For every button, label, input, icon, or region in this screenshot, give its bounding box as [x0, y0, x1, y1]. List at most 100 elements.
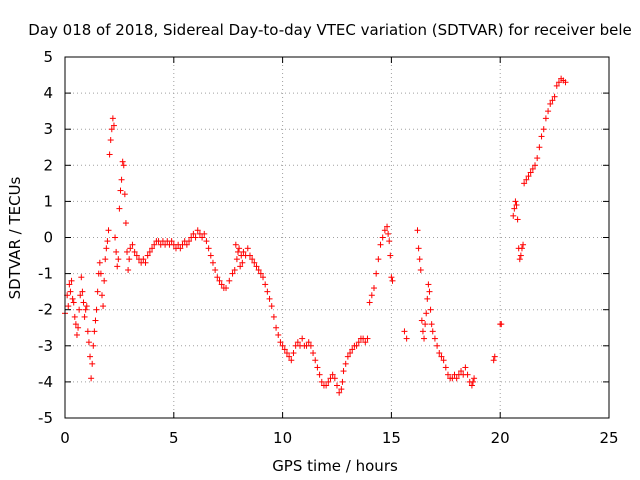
data-point [121, 191, 128, 198]
data-point [310, 350, 317, 357]
data-point [93, 306, 100, 313]
y-tick-label: -1 [38, 265, 53, 283]
data-point [110, 122, 117, 129]
data-point [218, 281, 225, 288]
data-point [418, 317, 425, 324]
y-tick-label: -4 [38, 373, 53, 391]
data-point [205, 245, 212, 252]
y-tick-label: 1 [43, 192, 53, 210]
data-point [353, 342, 360, 349]
data-point [260, 274, 267, 281]
data-point [70, 299, 77, 306]
x-tick-label: 15 [382, 429, 401, 447]
data-point [249, 256, 256, 263]
data-point [207, 252, 214, 259]
data-point [370, 285, 377, 292]
data-point [108, 126, 115, 133]
data-point [199, 234, 206, 241]
x-tick-label: 10 [273, 429, 292, 447]
data-point [257, 270, 264, 277]
data-point [103, 245, 110, 252]
data-point [73, 331, 80, 338]
data-point [223, 285, 230, 292]
data-point [491, 353, 498, 360]
data-point [342, 360, 349, 367]
data-point [266, 295, 273, 302]
data-point [527, 169, 534, 176]
data-point [97, 270, 104, 277]
data-point [226, 277, 233, 284]
data-point [388, 274, 395, 281]
x-tick-label: 20 [491, 429, 510, 447]
data-point [307, 342, 314, 349]
data-point [518, 245, 525, 252]
data-point [87, 353, 94, 360]
data-point [416, 256, 423, 263]
data-point [421, 335, 428, 342]
data-point [323, 382, 330, 389]
data-point [234, 248, 241, 255]
data-point [490, 357, 497, 364]
data-point [113, 248, 120, 255]
data-point [84, 328, 91, 335]
data-point [101, 277, 108, 284]
data-point [168, 238, 175, 245]
data-point [82, 306, 89, 313]
data-point [434, 342, 441, 349]
data-point [377, 241, 384, 248]
data-point [77, 292, 84, 299]
data-point [192, 234, 199, 241]
data-point [120, 162, 127, 169]
data-point [67, 288, 74, 295]
data-point [69, 295, 76, 302]
data-point [462, 364, 469, 371]
data-point [316, 371, 323, 378]
data-point [264, 288, 271, 295]
data-point [149, 245, 156, 252]
data-point [275, 331, 282, 338]
y-tick-label: -5 [38, 409, 53, 427]
data-point [384, 223, 391, 230]
data-point [268, 303, 275, 310]
data-point [76, 306, 83, 313]
data-point [389, 277, 396, 284]
plot-frame [64, 56, 610, 419]
data-point [233, 256, 240, 263]
data-point [517, 252, 524, 259]
data-point [331, 375, 338, 382]
data-point [547, 100, 554, 107]
data-point [520, 241, 527, 248]
data-point [131, 248, 138, 255]
data-point [549, 97, 556, 104]
data-point [79, 288, 86, 295]
data-point [229, 270, 236, 277]
data-point [129, 241, 136, 248]
data-point [510, 212, 517, 219]
data-point [239, 259, 246, 266]
data-point [283, 350, 290, 357]
data-point [212, 266, 219, 273]
data-point [72, 321, 79, 328]
data-point [422, 321, 429, 328]
data-point [68, 277, 75, 284]
data-point [92, 317, 99, 324]
data-point [288, 357, 295, 364]
data-point [542, 115, 549, 122]
data-point [334, 382, 340, 389]
data-point [429, 328, 436, 335]
data-point [102, 256, 109, 263]
data-point [240, 248, 247, 255]
data-point [279, 342, 286, 349]
data-point [126, 256, 133, 263]
data-point [146, 248, 153, 255]
data-point [338, 386, 345, 393]
data-point [425, 281, 432, 288]
data-point [344, 353, 351, 360]
data-point [251, 259, 258, 266]
data-point [318, 378, 325, 385]
data-point [444, 371, 451, 378]
data-point [81, 313, 88, 320]
y-tick-label: -2 [38, 301, 53, 319]
data-point [71, 313, 78, 320]
data-point [144, 252, 151, 259]
